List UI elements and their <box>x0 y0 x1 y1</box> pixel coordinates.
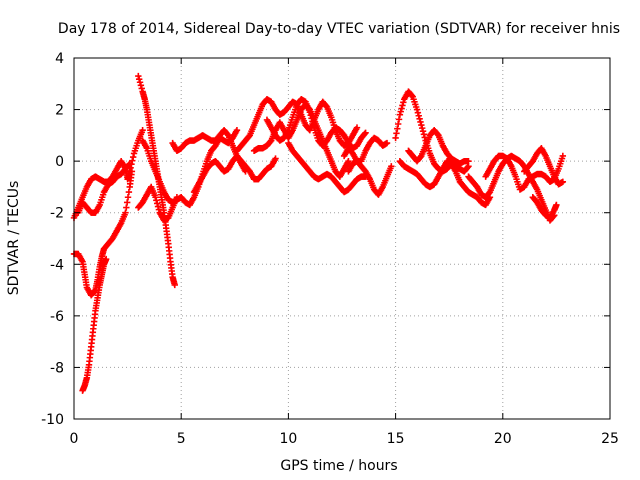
data-point <box>233 127 241 134</box>
x-axis-label: GPS time / hours <box>280 458 397 474</box>
y-tick-label: 4 <box>55 51 64 67</box>
data-point <box>102 255 110 263</box>
data-point <box>126 160 133 167</box>
data-point <box>308 115 315 122</box>
data-point <box>135 75 143 83</box>
data-point <box>139 127 146 134</box>
data-point <box>152 194 159 201</box>
series-arc-14 <box>345 157 395 198</box>
data-point <box>136 79 144 86</box>
data-point <box>393 130 400 137</box>
data-point <box>408 92 416 99</box>
data-point <box>309 118 316 125</box>
data-point <box>383 139 391 147</box>
axis-ticks: -10 -8 -6 -4 -2 0 2 4 0 5 10 15 20 25 <box>41 51 619 447</box>
data-point <box>125 188 133 196</box>
data-point <box>398 105 405 112</box>
data-point <box>464 164 471 171</box>
data-point <box>124 194 132 201</box>
data-point <box>395 116 403 123</box>
data-point <box>153 200 161 207</box>
data-point <box>419 128 427 135</box>
data-point <box>399 102 406 109</box>
data-point <box>123 204 130 211</box>
data-point <box>138 85 145 92</box>
data-point <box>173 194 181 201</box>
data-point <box>392 134 399 142</box>
chart-title: Day 178 of 2014, Sidereal Day-to-day VTE… <box>58 21 620 37</box>
data-point <box>306 108 314 116</box>
data-point <box>417 118 424 126</box>
y-tick-label: -4 <box>50 257 64 273</box>
data-point <box>137 82 145 89</box>
series-arc-21 <box>521 145 567 188</box>
series-arc-15 <box>340 134 391 165</box>
data-point <box>353 124 361 131</box>
data-point <box>155 206 163 213</box>
data-point <box>397 108 404 115</box>
data-point <box>420 131 428 138</box>
data-point <box>394 120 402 128</box>
series-arc-18 <box>405 127 472 167</box>
data-point <box>396 111 404 118</box>
series-arc-7 <box>135 183 181 224</box>
series-arc-12 <box>263 96 369 152</box>
data-point <box>171 281 178 289</box>
data-point <box>362 129 369 136</box>
y-axis-label: SDTVAR / TECUs <box>6 181 22 296</box>
plot-frame <box>73 57 611 420</box>
data-point <box>559 178 567 185</box>
data-point <box>400 99 407 106</box>
series-arc-20 <box>482 152 567 193</box>
y-tick-label: -2 <box>50 206 64 222</box>
data-point <box>272 155 279 162</box>
series-arc-2 <box>75 160 133 216</box>
data-point <box>123 199 131 206</box>
y-tick-label: -8 <box>50 360 64 376</box>
data-point <box>135 72 142 80</box>
y-tick-label: -6 <box>50 309 64 325</box>
data-points <box>70 72 567 394</box>
x-tick-label: 25 <box>601 431 619 447</box>
data-point <box>418 121 425 129</box>
data-point <box>153 197 160 204</box>
data-point <box>91 287 98 295</box>
grid-lines <box>74 58 610 419</box>
data-point <box>465 157 472 165</box>
x-tick-label: 15 <box>387 431 405 447</box>
data-point <box>128 168 136 175</box>
x-tick-label: 20 <box>494 431 512 447</box>
y-tick-label: 0 <box>55 154 64 170</box>
data-point <box>394 125 401 132</box>
x-tick-label: 5 <box>177 431 186 447</box>
data-point <box>129 153 137 161</box>
data-point <box>414 109 422 116</box>
y-tick-label: 2 <box>55 103 64 119</box>
data-point <box>361 130 368 138</box>
data-point <box>310 121 317 128</box>
x-tick-label: 0 <box>70 431 79 447</box>
data-point <box>122 209 129 216</box>
data-point <box>154 203 162 210</box>
data-point <box>416 115 423 123</box>
data-point <box>388 163 395 170</box>
data-point <box>413 106 421 113</box>
data-point <box>125 161 133 168</box>
data-point <box>553 201 560 209</box>
series-arc-13 <box>285 139 369 196</box>
data-point <box>418 124 426 132</box>
y-tick-label: -10 <box>41 412 64 428</box>
data-point <box>345 157 352 165</box>
series-arc-9 <box>190 152 279 196</box>
series-arc-4 <box>79 255 110 394</box>
x-tick-label: 10 <box>279 431 297 447</box>
data-point <box>415 112 422 119</box>
data-point <box>307 112 314 119</box>
data-point <box>559 152 567 160</box>
series-arc-22 <box>529 194 560 222</box>
